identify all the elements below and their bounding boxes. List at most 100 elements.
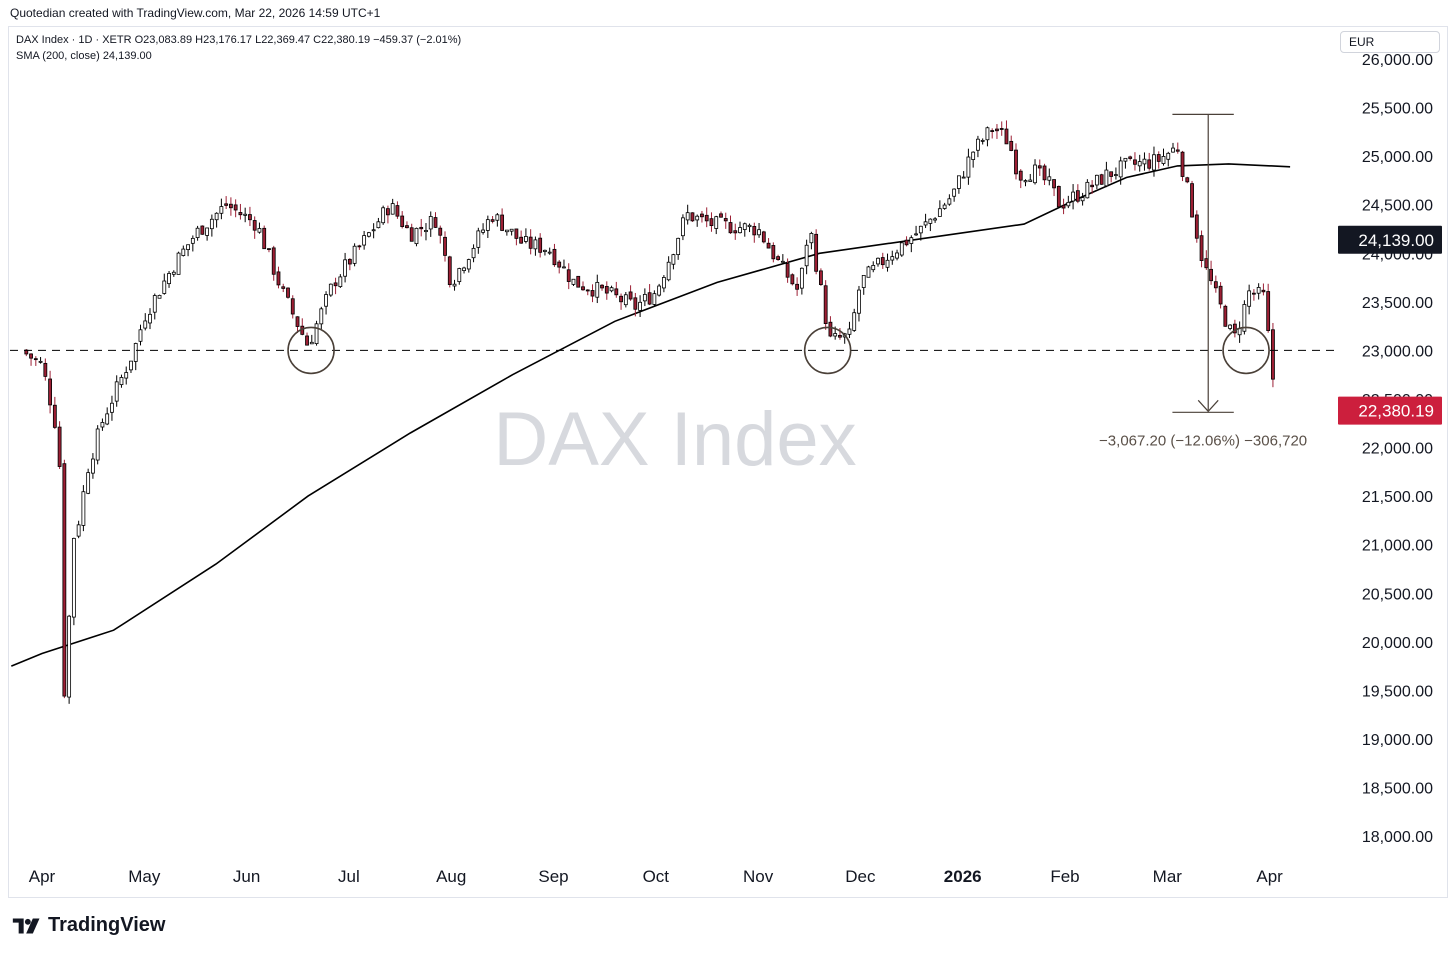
candle-body [1194, 214, 1199, 239]
candle-body [276, 271, 281, 286]
x-tick-label: Jul [338, 867, 360, 886]
candle-body [857, 289, 861, 314]
candle-body [1052, 179, 1056, 189]
candle-body [1209, 268, 1213, 282]
candle-body [29, 353, 33, 359]
candle-body [1047, 176, 1052, 181]
candle-body [500, 214, 505, 231]
candle-body [405, 225, 409, 229]
candle-body [1009, 140, 1014, 151]
y-axis[interactable]: 26,000.0025,500.0025,000.0024,500.0024,0… [1362, 52, 1433, 846]
candle-body [795, 283, 800, 290]
candle-body [1133, 159, 1137, 165]
candle-body [657, 285, 662, 296]
y-tick-label: 20,000.00 [1362, 635, 1433, 652]
x-tick-label: Dec [845, 867, 876, 886]
candle-body [67, 615, 72, 698]
candle-body [652, 293, 657, 305]
candle-body [519, 236, 524, 244]
candle-body [1128, 156, 1133, 159]
candle-body [966, 156, 971, 178]
y-tick-label: 26,000.00 [1362, 52, 1433, 69]
candle-body [419, 226, 424, 230]
candle-body [971, 151, 976, 160]
candle-body [62, 463, 67, 697]
candle-body [343, 259, 347, 277]
candle-body [1137, 161, 1142, 167]
candle-body [157, 294, 162, 299]
candle-body [1256, 287, 1261, 294]
measure-arrow-head [1197, 399, 1219, 413]
candle-body [681, 217, 685, 237]
y-tick-label: 22,000.00 [1362, 441, 1433, 458]
candle-body [1085, 181, 1090, 199]
candle-body [81, 491, 86, 526]
x-axis[interactable]: Apr May Jun Jul Aug Sep Oct Nov Dec 2026 Feb Mar Apr [29, 867, 1283, 886]
candle-body [1232, 323, 1237, 334]
sma-200-line [10, 163, 1291, 667]
candle-body [409, 227, 414, 242]
candle-body [914, 233, 918, 236]
candle-body [1152, 154, 1156, 171]
candle-body [1123, 157, 1128, 162]
candle-body [462, 267, 466, 271]
candle-body [309, 341, 314, 345]
annotation-layer: −3,067.20 (−12.06%) −306,720 [10, 113, 1336, 449]
candle-body [590, 290, 595, 297]
candle-body [1171, 147, 1175, 153]
candle-body [1251, 292, 1256, 295]
candle-body [742, 223, 747, 230]
tradingview-footer[interactable]: TradingView [12, 914, 165, 937]
candle-body [690, 212, 695, 222]
x-tick-label: Mar [1153, 867, 1183, 886]
candle-body [585, 289, 590, 292]
candle-body [252, 220, 257, 231]
sma-badge-bg [1338, 225, 1442, 254]
y-tick-label: 20,500.00 [1362, 586, 1433, 603]
candle-body [780, 260, 785, 263]
candle-body [1109, 171, 1114, 177]
candle-body [847, 328, 852, 335]
candle-body [495, 214, 500, 221]
candle-body [1056, 185, 1061, 208]
candle-body [514, 228, 519, 239]
candle-body [995, 128, 999, 132]
candle-body [1004, 128, 1009, 145]
candle-body [671, 254, 676, 265]
candle-body [190, 237, 195, 244]
candle-body [295, 316, 300, 327]
candle-body [447, 256, 452, 285]
candle-body [1042, 165, 1047, 181]
candle-body [552, 248, 557, 266]
legend-sma: SMA (200, close) 24,139.00 [16, 50, 152, 62]
y-tick-label: 25,500.00 [1362, 101, 1433, 118]
y-tick-label: 21,500.00 [1362, 489, 1433, 506]
candle-body [162, 280, 167, 294]
candle-body [1028, 179, 1033, 182]
candle-body [1014, 149, 1018, 175]
candle-body [771, 245, 776, 260]
candle-body [1242, 304, 1247, 332]
candle-body [543, 249, 547, 252]
candle-body [357, 245, 362, 248]
candle-body [205, 227, 210, 236]
candle-body [43, 362, 48, 377]
candle-body [504, 229, 509, 233]
candle-body [1156, 154, 1161, 162]
candle-body [757, 229, 761, 236]
currency-button[interactable]: EUR [1340, 31, 1440, 53]
candle-body [129, 360, 133, 371]
y-tick-label: 25,000.00 [1362, 149, 1433, 166]
candle-body [414, 227, 419, 245]
x-tick-label: Feb [1050, 867, 1079, 886]
candle-body [224, 203, 229, 206]
candle-body [443, 236, 447, 256]
candle-body [980, 139, 985, 142]
candle-body [110, 402, 114, 413]
candle-body [105, 413, 110, 425]
candle-body [947, 198, 952, 205]
candle-body [167, 273, 171, 285]
candle-body [871, 265, 876, 271]
candle-body [890, 256, 895, 261]
